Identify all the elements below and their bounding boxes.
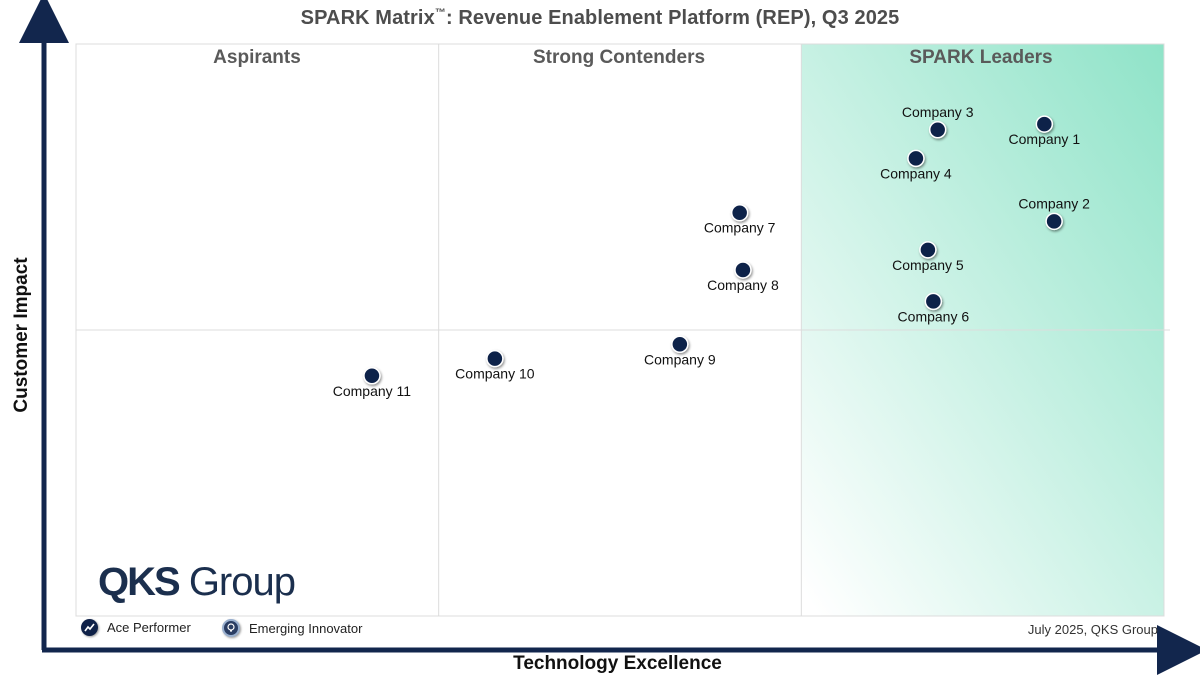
trademark-symbol: ™ (434, 7, 446, 19)
point-company-10 (486, 349, 504, 368)
title-rest: : Revenue Enablement Platform (REP), Q3 … (445, 7, 900, 29)
point-label-company-3: Company 3 (902, 104, 974, 120)
point-company-9 (671, 335, 689, 354)
footer-note: July 2025, QKS Group (1027, 622, 1158, 637)
point-company-2 (1045, 212, 1063, 231)
point-label-company-5: Company 5 (892, 257, 964, 273)
legend-ace-performer: Ace Performer (81, 619, 191, 636)
point-company-1 (1035, 115, 1054, 133)
x-axis-label: Technology Excellence (513, 653, 722, 674)
quadrant-label-spark-leaders: SPARK Leaders (909, 47, 1053, 68)
point-company-8 (734, 261, 752, 279)
title-main: SPARK Matrix (300, 7, 435, 29)
quadrant-label-aspirants: Aspirants (213, 47, 301, 68)
logo-qks: QKS (98, 560, 181, 604)
chart-title: SPARK Matrix™: Revenue Enablement Platfo… (0, 7, 1200, 30)
legend-emerging-innovator-label: Emerging Innovator (249, 620, 363, 636)
ace-performer-icon (81, 619, 98, 636)
point-label-company-4: Company 4 (880, 165, 952, 181)
y-axis-label: Customer Impact (11, 257, 32, 413)
point-label-company-1: Company 1 (1009, 131, 1081, 147)
point-label-company-7: Company 7 (704, 220, 776, 236)
qks-group-logo: QKS Group (98, 560, 296, 605)
point-label-company-9: Company 9 (644, 351, 716, 367)
point-company-6 (924, 292, 943, 311)
point-label-company-8: Company 8 (707, 277, 779, 293)
point-label-company-2: Company 2 (1018, 195, 1090, 211)
point-company-7 (730, 203, 749, 222)
legend-ace-performer-label: Ace Performer (107, 620, 191, 635)
point-company-5 (919, 241, 937, 259)
legend-emerging-innovator: Emerging Innovator (222, 619, 362, 637)
point-label-company-11: Company 11 (333, 383, 412, 399)
point-company-4 (907, 149, 925, 168)
quadrant-label-strong-contenders: Strong Contenders (532, 47, 706, 68)
logo-group: Group (188, 560, 296, 604)
point-company-11 (363, 367, 381, 385)
point-label-company-10: Company 10 (455, 366, 535, 382)
point-label-company-6: Company 6 (898, 308, 970, 324)
lightbulb-icon (222, 619, 240, 637)
point-company-3 (928, 121, 947, 139)
